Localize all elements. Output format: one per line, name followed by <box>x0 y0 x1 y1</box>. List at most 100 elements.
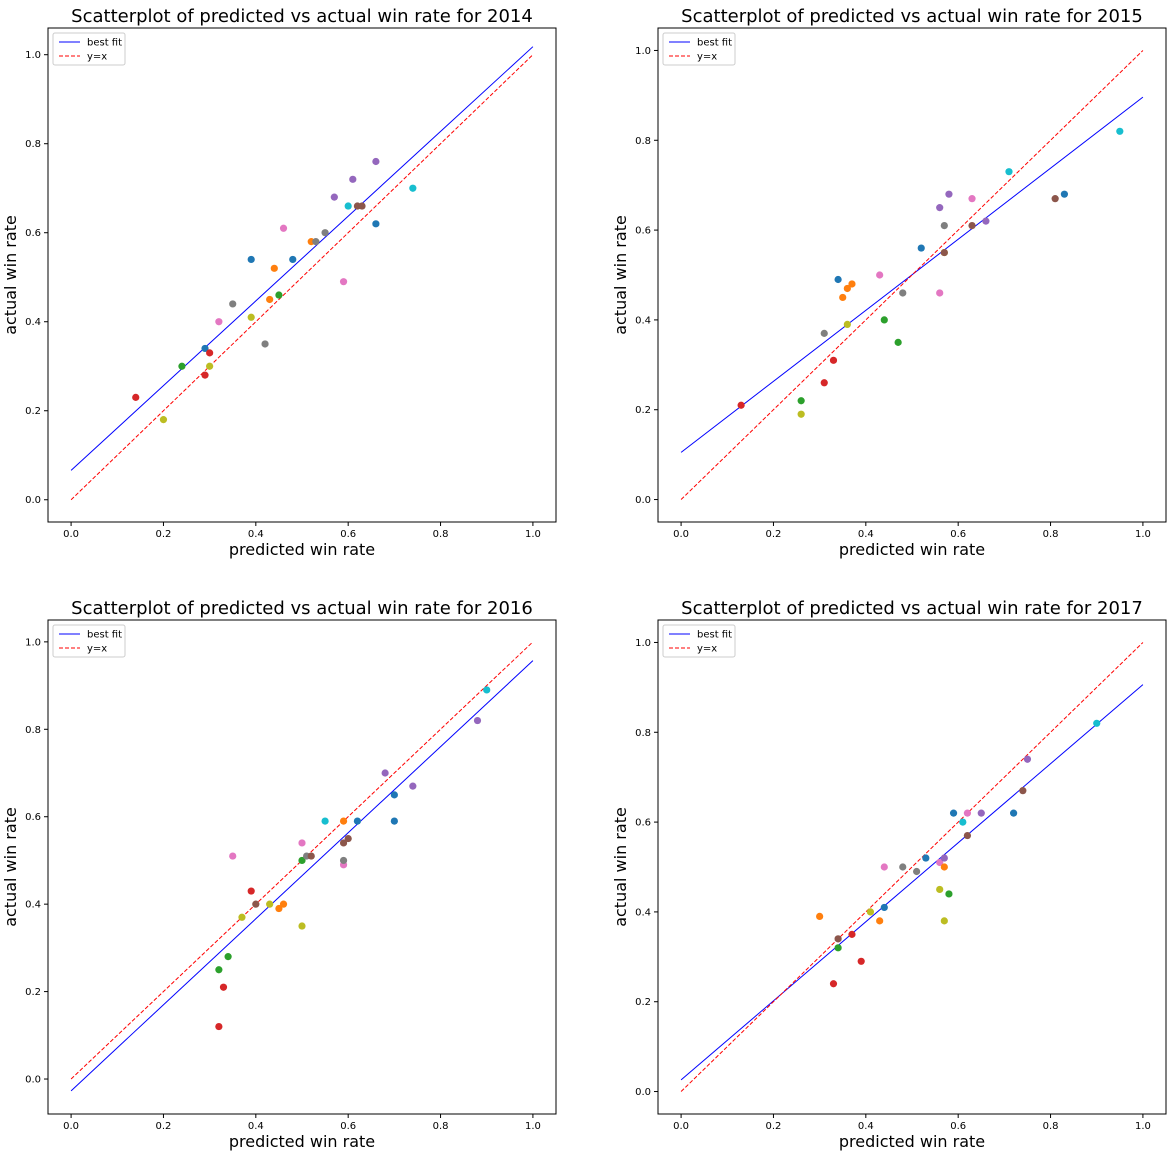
legend-label: y=x <box>697 52 717 63</box>
data-point <box>968 195 976 203</box>
data-point <box>820 379 828 387</box>
x-tick-label: 1.0 <box>525 1121 541 1132</box>
data-point <box>279 224 288 232</box>
identity-line <box>70 54 534 501</box>
x-tick-label: 0.4 <box>248 1121 264 1132</box>
data-point <box>880 316 888 324</box>
x-axis-label: predicted win rate <box>839 540 985 559</box>
data-point <box>339 278 348 286</box>
data-point <box>409 184 417 192</box>
data-point <box>982 217 990 225</box>
data-point <box>298 856 306 865</box>
data-point <box>201 371 209 379</box>
data-point <box>409 782 417 790</box>
data-point <box>349 175 357 183</box>
y-tick-label: 0.4 <box>635 907 651 918</box>
data-point <box>829 980 838 988</box>
data-point <box>1023 755 1032 763</box>
data-point <box>797 397 805 405</box>
data-point <box>834 935 842 943</box>
data-point <box>899 289 907 297</box>
data-point <box>321 817 329 825</box>
data-point <box>247 255 255 264</box>
y-axis-label: actual win rate <box>1 215 20 335</box>
data-point <box>279 900 288 908</box>
x-tick-label: 0.8 <box>433 529 449 540</box>
data-point <box>275 904 283 913</box>
best-fit-line <box>680 96 1144 453</box>
x-tick-label: 0.6 <box>950 1121 966 1132</box>
data-point <box>344 834 352 843</box>
identity-line <box>680 50 1144 500</box>
y-axis-label: actual win rate <box>611 215 630 335</box>
data-point <box>880 863 888 871</box>
data-point <box>307 852 315 860</box>
y-tick-label: 0.6 <box>25 812 41 823</box>
y-tick-label: 0.8 <box>25 725 41 736</box>
data-point <box>913 867 921 876</box>
data-point <box>949 809 958 817</box>
data-point <box>894 338 902 346</box>
x-tick-label: 0.0 <box>63 1121 79 1132</box>
data-point <box>381 769 389 777</box>
data-point <box>159 416 168 424</box>
y-tick-label: 0.0 <box>25 495 41 506</box>
x-axis-label: predicted win rate <box>839 1132 985 1151</box>
y-tick-label: 0.2 <box>635 405 651 416</box>
best-fit-line <box>70 660 534 1092</box>
subplot-4: 0.0 0.2 0.4 0.6 0.8 1.0 0.0 0.2 0.4 0.6 0.8 1.0 Scat… <box>611 598 1167 1151</box>
legend-label: best fit <box>697 630 732 641</box>
data-point <box>266 900 274 908</box>
x-tick-label: 0.6 <box>950 529 966 540</box>
x-tick-label: 0.0 <box>673 1121 689 1132</box>
data-point <box>843 320 851 328</box>
data-point <box>289 255 297 264</box>
subplot-1: 0.0 0.2 0.4 0.6 0.8 1.0 0.0 0.2 0.4 0.6 0.8 1.0 Scat… <box>1 6 557 559</box>
data-point <box>215 1022 223 1031</box>
data-point <box>834 944 842 952</box>
legend-box <box>662 624 736 658</box>
data-point <box>483 686 491 694</box>
data-point <box>848 280 856 288</box>
plot-area <box>47 619 557 1115</box>
data-point <box>968 222 976 230</box>
y-tick-label: 1.0 <box>25 50 41 61</box>
data-point <box>261 340 269 348</box>
legend-label: best fit <box>87 630 122 641</box>
y-tick-label: 0.0 <box>635 1087 651 1098</box>
data-point <box>936 204 944 212</box>
data-point <box>857 957 865 965</box>
y-tick-label: 0.2 <box>25 406 41 417</box>
subplot-2: 0.0 0.2 0.4 0.6 0.8 1.0 0.0 0.2 0.4 0.6 0.8 1.0 Scat… <box>611 6 1167 559</box>
y-tick-label: 0.4 <box>25 900 41 911</box>
y-tick-label: 0.6 <box>635 818 651 829</box>
data-point <box>936 858 944 867</box>
y-tick-label: 0.6 <box>635 226 651 237</box>
x-tick-label: 0.8 <box>1043 1121 1059 1132</box>
data-point <box>1093 719 1101 727</box>
data-point <box>353 817 362 825</box>
data-point <box>1060 190 1068 198</box>
legend-label: y=x <box>87 644 107 655</box>
data-point <box>219 983 228 991</box>
data-point <box>344 202 352 210</box>
x-tick-label: 0.4 <box>248 529 264 540</box>
data-point <box>945 890 953 898</box>
data-point <box>238 913 246 921</box>
chart-title: Scatterplot of predicted vs actual win r… <box>71 598 533 619</box>
data-point <box>201 344 209 353</box>
data-point <box>936 885 944 894</box>
legend: best fit y=x <box>662 624 736 658</box>
data-point <box>899 863 907 871</box>
legend-label: best fit <box>87 38 122 49</box>
x-tick-label: 0.4 <box>858 529 874 540</box>
data-point <box>321 229 329 237</box>
data-point <box>1019 787 1027 795</box>
data-point <box>848 930 856 938</box>
x-tick-label: 0.2 <box>766 529 782 540</box>
chart-title: Scatterplot of predicted vs actual win r… <box>681 598 1143 619</box>
data-point <box>132 393 140 401</box>
data-point <box>876 271 884 279</box>
data-point <box>390 791 398 799</box>
